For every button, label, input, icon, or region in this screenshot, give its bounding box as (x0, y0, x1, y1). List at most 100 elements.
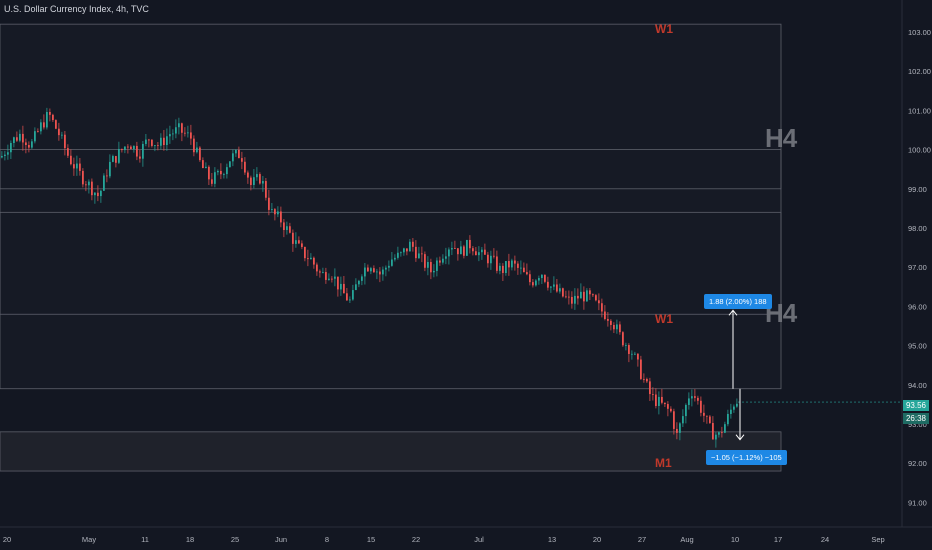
candle-body (271, 209, 273, 210)
candle-body (280, 211, 282, 223)
candle-body (496, 256, 498, 271)
candle-body (655, 394, 657, 406)
candle-body (304, 246, 306, 259)
x-tick-label: 24 (821, 535, 829, 544)
candle-body (652, 394, 654, 395)
candle-body (679, 423, 681, 433)
candle-body (259, 174, 261, 184)
candle-body (217, 170, 219, 173)
candle-body (484, 249, 486, 255)
candle-body (715, 434, 717, 440)
candle-body (328, 278, 330, 280)
candle-body (607, 319, 609, 321)
candle-body (691, 396, 693, 399)
candle-body (565, 296, 567, 298)
zone-rect-1 (0, 149, 782, 190)
candle-body (55, 120, 57, 129)
candle-body (376, 271, 378, 273)
candle-body (709, 416, 711, 423)
candle-body (598, 300, 600, 304)
candle-body (91, 181, 93, 196)
candle-body (226, 167, 228, 175)
y-tick-label: 102.00 (908, 67, 931, 76)
candle-body (670, 408, 672, 412)
candle-body (397, 252, 399, 258)
candle-body (166, 136, 168, 146)
candle-body (178, 123, 180, 128)
candle-body (382, 269, 384, 275)
candle-body (556, 284, 558, 292)
candle-body (244, 161, 246, 173)
candle-body (343, 283, 345, 294)
candle-body (1, 156, 3, 158)
candle-body (508, 261, 510, 268)
candle-body (688, 398, 690, 405)
candle-body (622, 332, 624, 346)
candle-body (526, 272, 528, 275)
candle-body (235, 149, 237, 154)
candle-body (331, 278, 333, 280)
candle-body (292, 232, 294, 244)
candle-body (46, 111, 48, 128)
candle-body (229, 161, 231, 168)
y-tick-label: 99.00 (908, 185, 927, 194)
x-tick-label: 11 (141, 535, 149, 544)
x-tick-label: May (82, 535, 96, 544)
candle-body (415, 246, 417, 259)
candle-body (319, 271, 321, 273)
x-tick-label: Aug (680, 535, 693, 544)
candle-body (574, 295, 576, 304)
candle-body (661, 396, 663, 403)
candle-body (640, 359, 642, 379)
candle-body (673, 411, 675, 429)
y-tick-label: 103.00 (908, 28, 931, 37)
candle-body (85, 184, 87, 186)
candle-body (568, 296, 570, 298)
candle-body (4, 154, 6, 157)
x-tick-label: 27 (638, 535, 646, 544)
y-tick-label: 96.00 (908, 302, 927, 311)
candle-body (355, 284, 357, 291)
y-tick-label: 95.00 (908, 342, 927, 351)
x-tick-label: 18 (186, 535, 194, 544)
candle-body (169, 134, 171, 137)
candle-body (502, 265, 504, 273)
candle-body (313, 257, 315, 265)
candle-body (583, 291, 585, 302)
candle-body (301, 243, 303, 247)
candle-body (457, 248, 459, 255)
candle-body (628, 345, 630, 354)
candle-body (649, 381, 651, 395)
zone-rect-3 (0, 431, 782, 472)
candle-body (577, 295, 579, 299)
candle-body (70, 155, 72, 165)
candle-body (697, 397, 699, 401)
candle-body (451, 248, 453, 250)
candle-body (67, 148, 69, 156)
candle-body (247, 172, 249, 178)
candle-body (349, 299, 351, 301)
candle-body (295, 240, 297, 244)
candle-body (514, 260, 516, 264)
x-tick-label: 20 (3, 535, 11, 544)
candle-body (205, 166, 207, 169)
candle-body (424, 254, 426, 268)
candle-body (145, 139, 147, 144)
candle-body (106, 175, 108, 177)
x-tick-label: Sep (871, 535, 884, 544)
candle-body (478, 252, 480, 256)
candle-body (307, 258, 309, 260)
candle-body (601, 303, 603, 312)
y-tick-label: 98.00 (908, 224, 927, 233)
candle-body (118, 148, 120, 163)
candle-body (658, 396, 660, 406)
candle-body (595, 295, 597, 301)
candle-body (400, 252, 402, 254)
candle-body (286, 226, 288, 231)
candle-body (724, 424, 726, 433)
candle-body (454, 248, 456, 249)
candle-body (466, 239, 468, 256)
candle-body (61, 134, 63, 136)
candle-body (199, 147, 201, 161)
